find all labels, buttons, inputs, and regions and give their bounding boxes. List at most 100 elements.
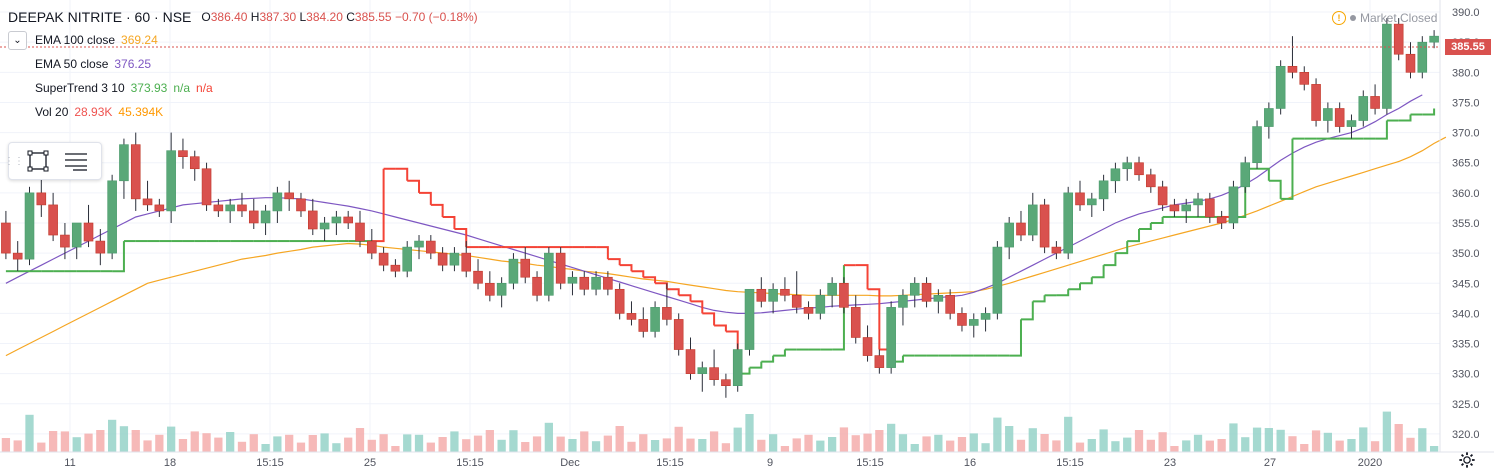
candle-body bbox=[343, 216, 353, 224]
candle-body bbox=[48, 204, 58, 236]
candle-body bbox=[1393, 23, 1404, 55]
candle-body bbox=[308, 210, 318, 230]
candle-body bbox=[721, 379, 731, 387]
candle-body bbox=[567, 276, 578, 284]
volume-bar bbox=[910, 444, 919, 452]
volume-bar bbox=[580, 431, 589, 452]
time-tick-label: 15:15 bbox=[456, 457, 484, 469]
gear-icon[interactable] bbox=[1458, 451, 1476, 469]
candle-body bbox=[1, 222, 11, 254]
supertrend-segment bbox=[690, 300, 704, 314]
volume-bar bbox=[709, 431, 719, 452]
candle-body bbox=[850, 307, 861, 338]
object-tree-icon[interactable] bbox=[57, 145, 95, 177]
candle-body bbox=[898, 295, 908, 308]
volume-bar bbox=[993, 417, 1002, 452]
price-tick-label: 340.0 bbox=[1452, 308, 1480, 320]
supertrend-segment bbox=[454, 228, 468, 248]
volume-bar bbox=[296, 442, 306, 452]
candle-body bbox=[473, 270, 483, 284]
volume-bar bbox=[1193, 434, 1203, 452]
supertrend-na-1: n/a bbox=[173, 81, 191, 95]
volume-bar bbox=[946, 440, 955, 452]
candle-body bbox=[1252, 126, 1262, 164]
volume-bar bbox=[261, 444, 270, 452]
candle-body bbox=[921, 282, 932, 302]
price-tick-label: 390.0 bbox=[1452, 7, 1480, 19]
legend-ema100[interactable]: EMA 100 close 369.24 bbox=[35, 33, 158, 47]
supertrend-segment bbox=[371, 168, 385, 243]
candle-body bbox=[248, 210, 259, 224]
candle-body bbox=[1087, 198, 1097, 206]
chart-grid bbox=[0, 0, 1440, 452]
candle-body bbox=[178, 150, 188, 157]
chevron-down-icon[interactable]: ⌄ bbox=[8, 31, 27, 50]
candle-body bbox=[378, 252, 389, 266]
volume-bar bbox=[155, 434, 164, 452]
supertrend-segment bbox=[1398, 114, 1412, 122]
legend-supertrend[interactable]: SuperTrend 3 10 373.93 n/a n/a bbox=[35, 81, 213, 95]
candle-body bbox=[213, 204, 224, 212]
supertrend-segment bbox=[1115, 241, 1129, 255]
volume-bar bbox=[426, 442, 435, 452]
candle-body bbox=[1146, 174, 1156, 188]
volume-bar bbox=[674, 426, 683, 452]
supertrend-segment bbox=[1032, 295, 1046, 303]
candle-body bbox=[426, 240, 436, 254]
supertrend-segment bbox=[714, 324, 727, 332]
supertrend-segment bbox=[1009, 319, 1022, 357]
volume-bar bbox=[898, 434, 908, 452]
rectangle-tool-icon[interactable] bbox=[19, 145, 57, 177]
supertrend-segment bbox=[1080, 277, 1093, 285]
volume-bar bbox=[1264, 428, 1273, 452]
volume-bar bbox=[1300, 444, 1309, 452]
legend-ema50[interactable]: EMA 50 close 376.25 bbox=[35, 57, 151, 71]
price-tick-label: 360.0 bbox=[1452, 188, 1480, 200]
candle-body bbox=[1110, 168, 1121, 182]
volume-bar bbox=[72, 437, 81, 452]
supertrend-na-2: n/a bbox=[196, 81, 213, 95]
drag-handle-icon[interactable]: ⋮⋮ bbox=[4, 155, 24, 167]
candle-body bbox=[1122, 162, 1132, 170]
symbol-title[interactable]: DEEPAK NITRITE · 60 · NSE bbox=[8, 9, 192, 25]
volume-bar bbox=[25, 414, 34, 452]
volume-bar bbox=[934, 434, 943, 452]
volume-bar bbox=[1252, 427, 1262, 452]
volume-bar bbox=[804, 434, 813, 452]
volume-bar bbox=[131, 430, 140, 452]
volume-bar bbox=[1064, 416, 1073, 452]
supertrend-segment bbox=[643, 276, 657, 284]
candle-body bbox=[992, 246, 1003, 314]
volume-bar bbox=[37, 442, 46, 452]
volume-bar bbox=[96, 430, 105, 452]
legend-volume[interactable]: Vol 20 28.93K 45.394K bbox=[35, 105, 163, 119]
candle-body bbox=[768, 288, 778, 302]
volume-bar bbox=[485, 430, 494, 452]
volume-bar bbox=[367, 439, 376, 452]
candle-body bbox=[638, 319, 649, 332]
market-status[interactable]: ! Market Closed bbox=[1332, 11, 1437, 25]
volume-bar bbox=[1418, 428, 1427, 452]
volume-bar bbox=[1241, 437, 1250, 452]
supertrend-segment bbox=[1139, 222, 1152, 231]
volume-bar bbox=[568, 439, 577, 452]
candle-body bbox=[142, 198, 153, 206]
candle-body bbox=[296, 198, 306, 212]
supertrend-segment bbox=[1056, 289, 1070, 297]
supertrend-segment bbox=[702, 312, 716, 326]
supertrend-segment bbox=[655, 282, 668, 290]
candle-body bbox=[119, 144, 129, 182]
candle-body bbox=[815, 295, 826, 314]
candle-body bbox=[945, 295, 955, 314]
candle-body bbox=[555, 252, 566, 284]
candle-body bbox=[1264, 108, 1274, 127]
candle-body bbox=[874, 355, 885, 368]
supertrend-segment bbox=[1103, 253, 1117, 267]
candle-body bbox=[1075, 192, 1085, 206]
volume-bar bbox=[650, 440, 660, 452]
candle-body bbox=[284, 192, 294, 200]
time-tick-label: 15:15 bbox=[856, 457, 884, 469]
volume-bar bbox=[1052, 440, 1061, 452]
time-tick-label: 18 bbox=[164, 457, 176, 469]
